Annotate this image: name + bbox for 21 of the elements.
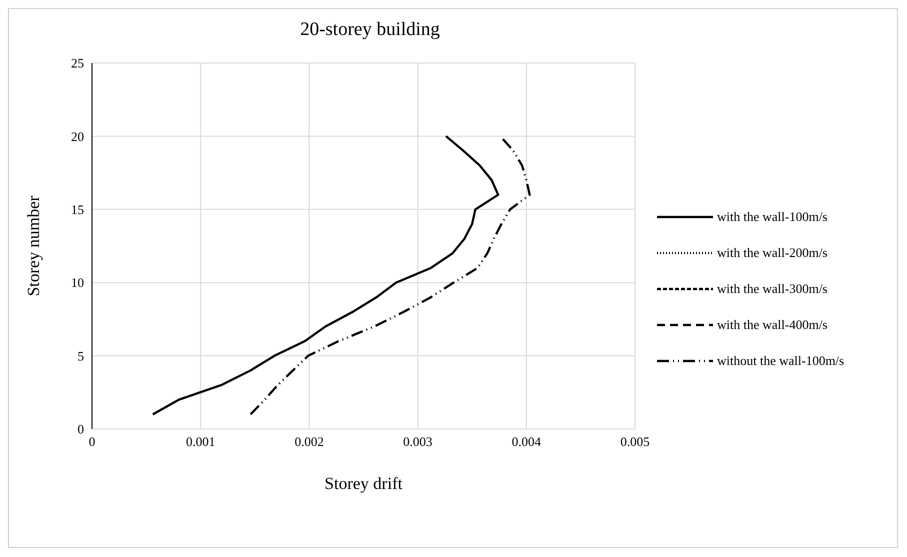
- legend-label: with the wall-200m/s: [717, 245, 828, 261]
- y-tick-label: 5: [78, 348, 84, 364]
- x-tick-label: 0: [88, 434, 96, 450]
- x-axis-title: Storey drift: [324, 474, 403, 493]
- y-tick-label: 20: [71, 128, 84, 144]
- x-tick-label: 0.003: [403, 434, 432, 450]
- legend-label: with the wall-100m/s: [717, 209, 828, 225]
- y-tick-label: 0: [78, 422, 84, 437]
- legend-label: without the wall-100m/s: [717, 353, 844, 369]
- x-tick-label: 0.004: [512, 434, 542, 450]
- legend-label: with the wall-300m/s: [717, 281, 828, 297]
- line-series: [152, 135, 500, 416]
- x-tick-label: 0.005: [620, 434, 650, 450]
- x-tick-label: 0.002: [294, 434, 324, 450]
- legend-label: with the wall-400m/s: [717, 317, 828, 333]
- y-tick-label: 15: [71, 202, 84, 218]
- y-tick-label: 10: [71, 275, 84, 290]
- y-tick-label: 25: [71, 56, 84, 71]
- chart-title: 20-storey building: [299, 19, 441, 41]
- x-tick-label: 0.001: [186, 434, 216, 450]
- y-axis-title: Storey number: [24, 195, 44, 296]
